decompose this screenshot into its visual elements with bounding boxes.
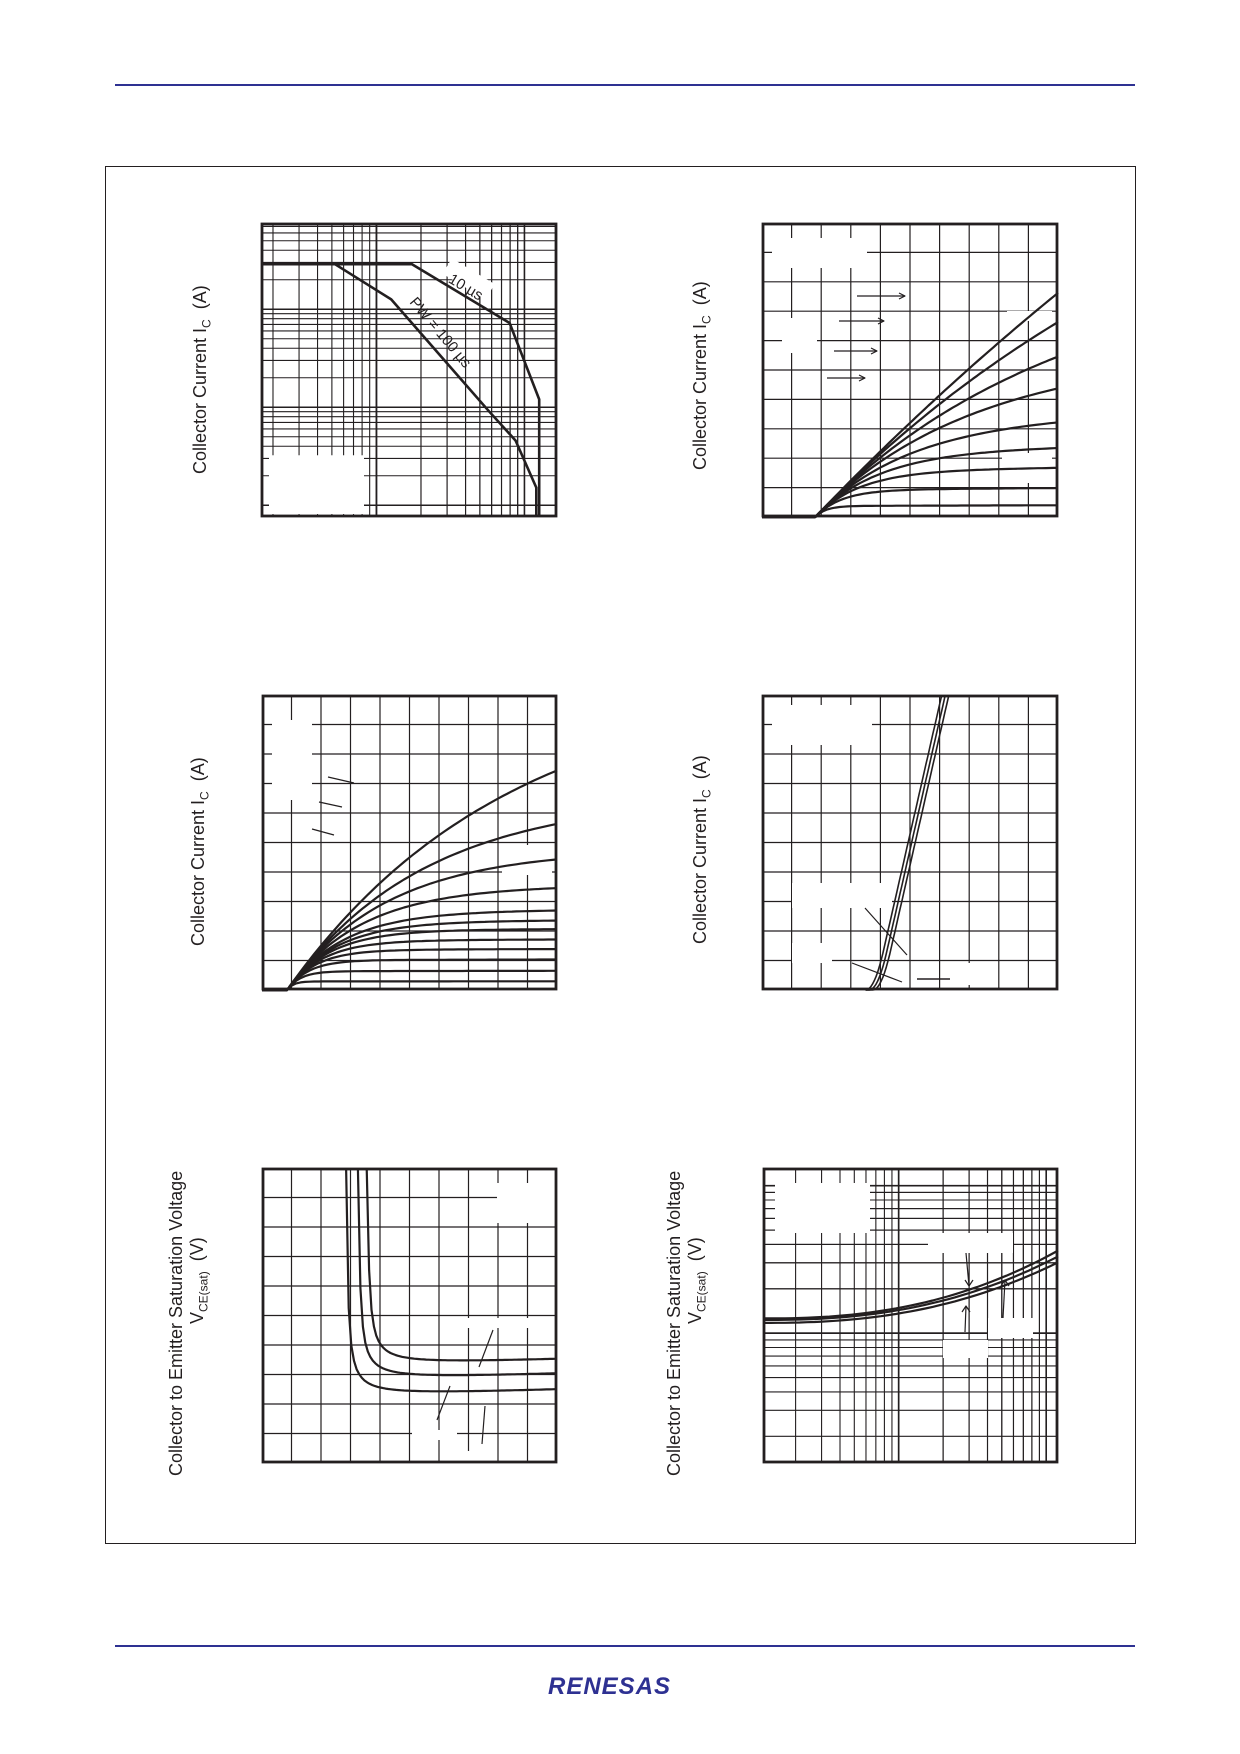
logo-text: RENESAS <box>548 1673 671 1700</box>
chart-plot-area <box>261 694 558 992</box>
figure-frame <box>105 166 1136 1544</box>
chart-transfer-characteristics <box>761 694 1059 991</box>
chart-vce-sat-vs-ic <box>762 1167 1059 1464</box>
chart-output-characteristics-1 <box>761 222 1059 519</box>
y-axis-label: Collector to Emitter Saturation Voltage … <box>166 1170 211 1476</box>
y-axis-label: Collector to Emitter Saturation Voltage … <box>664 1170 709 1476</box>
footer-rule <box>115 1645 1135 1647</box>
y-axis-label: Collector Current IC (A) <box>690 755 714 944</box>
y-axis-label: Collector Current IC (A) <box>188 757 212 946</box>
chart-plot-area <box>761 694 1059 991</box>
y-axis-label: Collector Current IC (A) <box>690 281 714 470</box>
chart-vce-sat-vs-vge <box>261 1167 577 1464</box>
chart-output-characteristics-2 <box>261 694 558 992</box>
header-rule <box>115 84 1135 86</box>
renesas-logo: RENESAS <box>548 1673 671 1700</box>
annotation-pw-100us: PW = 100 µs <box>406 294 475 371</box>
chart-plot-area <box>761 222 1059 519</box>
chart-plot-area <box>762 1167 1059 1464</box>
chart-plot-area <box>261 1167 577 1464</box>
chart-safe-operating-area: 10 µs PW = 100 µs <box>260 222 558 518</box>
y-axis-label: Collector Current IC (A) <box>190 285 214 474</box>
